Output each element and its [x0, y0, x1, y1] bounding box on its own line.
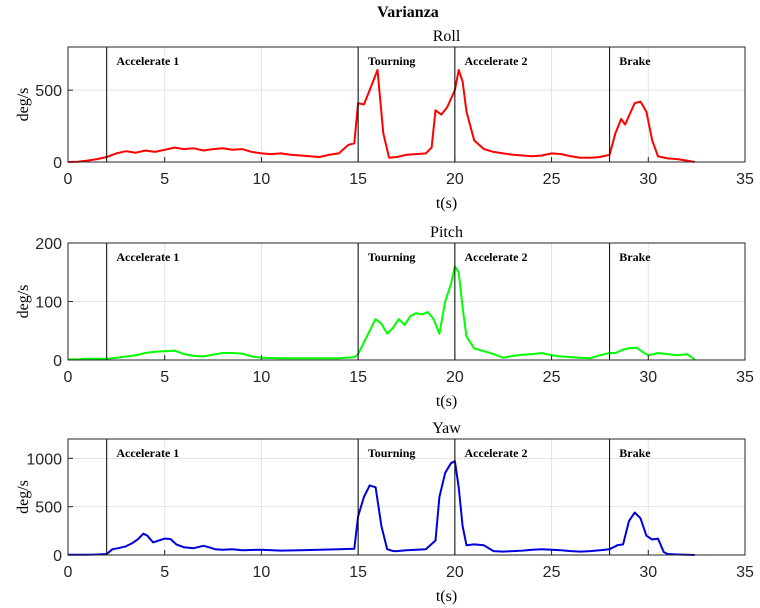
y-axis-label: deg/s — [15, 285, 32, 319]
phase-label: Accelerate 2 — [465, 250, 528, 264]
y-tick-label: 1000 — [26, 451, 62, 468]
axes-frame — [67, 46, 746, 163]
y-axis-label: deg/s — [15, 88, 32, 122]
phase-label: Accelerate 1 — [116, 446, 179, 460]
phase-label: Tourning — [368, 250, 416, 264]
x-tick-label: 0 — [64, 564, 73, 581]
phase-label: Brake — [619, 250, 651, 264]
x-tick-label: 0 — [64, 171, 73, 188]
x-tick-label: 25 — [543, 369, 561, 386]
x-tick-label: 20 — [446, 564, 464, 581]
x-axis-label: t(s) — [436, 195, 457, 212]
x-tick-label: 0 — [64, 369, 73, 386]
phase-label: Brake — [619, 446, 651, 460]
x-tick-label: 5 — [160, 564, 169, 581]
phase-label: Tourning — [368, 446, 416, 460]
phase-label: Tourning — [368, 54, 416, 68]
y-tick-label: 0 — [53, 155, 62, 172]
y-axis-label: deg/s — [15, 480, 32, 514]
x-tick-label: 35 — [736, 564, 754, 581]
x-tick-label: 15 — [349, 171, 367, 188]
x-tick-label: 30 — [639, 369, 657, 386]
x-tick-label: 25 — [543, 171, 561, 188]
subplot-title: Roll — [433, 28, 461, 45]
x-tick-label: 35 — [736, 171, 754, 188]
subplot-pitch: Accelerate 1 Tourning Accelerate 2 Brake 0 5 1… — [15, 224, 754, 410]
subplot-title: Yaw — [432, 420, 461, 437]
phase-label: Accelerate 1 — [116, 54, 179, 68]
y-tick-label: 0 — [53, 548, 62, 565]
series-line-yaw — [68, 460, 695, 556]
x-tick-label: 5 — [160, 171, 169, 188]
y-tick-label: 500 — [35, 83, 62, 100]
x-tick-label: 10 — [253, 171, 271, 188]
x-tick-label: 30 — [639, 171, 657, 188]
subplot-yaw: Accelerate 1 Tourning Accelerate 2 Brake 0 5 1… — [15, 420, 754, 605]
x-tick-label: 35 — [736, 369, 754, 386]
x-tick-label: 30 — [639, 564, 657, 581]
phase-label: Accelerate 2 — [465, 446, 528, 460]
phase-label: Accelerate 1 — [116, 250, 179, 264]
series-line-pitch — [68, 265, 696, 361]
y-tick-label: 500 — [35, 500, 62, 517]
x-tick-label: 10 — [253, 369, 271, 386]
x-tick-label: 25 — [543, 564, 561, 581]
x-tick-label: 10 — [253, 564, 271, 581]
x-axis-label: t(s) — [436, 588, 457, 605]
x-tick-label: 20 — [446, 171, 464, 188]
x-tick-label: 20 — [446, 369, 464, 386]
y-tick-label: 0 — [53, 353, 62, 370]
phase-label: Accelerate 2 — [465, 54, 528, 68]
series-line-roll — [67, 69, 695, 163]
y-tick-label: 100 — [35, 295, 62, 312]
figure-suptitle: Varianza — [377, 4, 439, 21]
axes-frame — [67, 438, 746, 556]
phase-label: Brake — [619, 54, 651, 68]
subplots: Accelerate 1 Tourning Accelerate 2 Brake 0 5 1… — [15, 28, 754, 605]
subplot-title: Pitch — [430, 224, 463, 241]
x-tick-label: 15 — [349, 369, 367, 386]
subplot-roll: Accelerate 1 Tourning Accelerate 2 Brake 0 5 1… — [15, 28, 754, 212]
y-tick-label: 200 — [35, 236, 62, 253]
x-axis-label: t(s) — [436, 393, 457, 410]
x-tick-label: 5 — [160, 369, 169, 386]
x-tick-label: 15 — [349, 564, 367, 581]
